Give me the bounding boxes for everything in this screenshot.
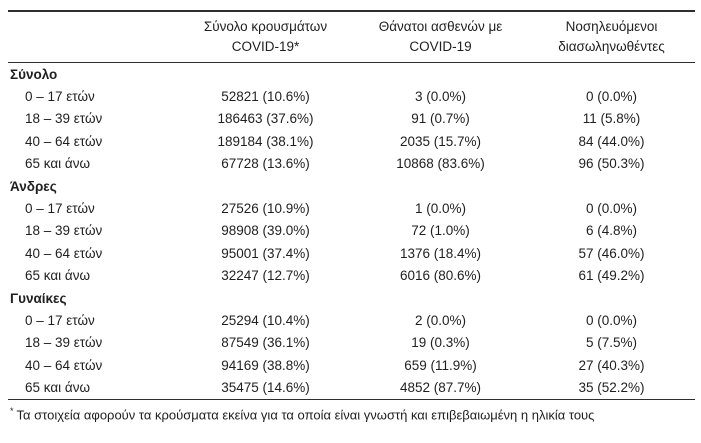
table-row: 65 και άνω 67728 (13.6%) 10868 (83.6%) 9…: [8, 153, 695, 175]
header-total-cases-line2: COVID-19*: [231, 38, 300, 54]
section-row-men: Άνδρες: [8, 175, 695, 197]
cell-cases: 189184 (38.1%): [217, 133, 314, 149]
cell-cases: 67728 (13.6%): [221, 156, 310, 172]
cell-cases: 27526 (10.9%): [221, 201, 310, 217]
header-total-cases: Σύνολο κρουσμάτων COVID-19*: [178, 11, 353, 63]
row-label: 0 – 17 ετών: [25, 89, 95, 105]
table-row: 40 – 64 ετών 95001 (37.4%) 1376 (18.4%) …: [8, 242, 695, 264]
cell-deaths: 3 (0.0%): [414, 89, 467, 105]
cell-deaths: 2035 (15.7%): [399, 133, 482, 149]
table-row: 18 – 39 ετών 87549 (36.1%) 19 (0.3%) 5 (…: [8, 332, 695, 354]
cell-cases: 95001 (37.4%): [221, 245, 310, 261]
footnote: * Τα στοιχεία αφορούν τα κρούσματα εκείνα…: [10, 403, 695, 423]
cell-deaths: 6016 (80.6%): [399, 268, 482, 284]
table-row: 0 – 17 ετών 25294 (10.4%) 2 (0.0%) 0 (0.…: [8, 309, 695, 331]
cell-cases: 94169 (38.8%): [221, 357, 310, 373]
cell-intubated: 0 (0.0%): [585, 312, 638, 328]
cell-intubated: 27 (40.3%): [578, 357, 645, 373]
cell-deaths: 72 (1.0%): [411, 223, 470, 239]
row-label: 40 – 64 ετών: [25, 245, 103, 261]
cell-intubated: 0 (0.0%): [585, 201, 638, 217]
cell-deaths: 4852 (87.7%): [399, 380, 482, 396]
table-header-row: Σύνολο κρουσμάτων COVID-19* Θάνατοι ασθε…: [8, 11, 695, 63]
row-label: 18 – 39 ετών: [25, 223, 103, 239]
row-label: 65 και άνω: [25, 156, 91, 172]
cell-deaths: 10868 (83.6%): [396, 156, 485, 172]
table-row: 18 – 39 ετών 98908 (39.0%) 72 (1.0%) 6 (…: [8, 220, 695, 242]
cell-intubated: 35 (52.2%): [578, 380, 645, 396]
row-label: 65 και άνω: [25, 268, 91, 284]
cell-deaths: 1376 (18.4%): [399, 245, 482, 261]
cell-intubated: 11 (5.8%): [582, 111, 641, 127]
section-row-women: Γυναίκες: [8, 287, 695, 309]
cell-intubated: 5 (7.5%): [585, 335, 638, 351]
header-total-cases-line1: Σύνολο κρουσμάτων: [203, 19, 328, 34]
cell-deaths: 1 (0.0%): [414, 201, 467, 217]
header-intubated: Νοσηλευόμενοι διασωληνωθέντες: [528, 11, 695, 63]
section-title-women: Γυναίκες: [10, 290, 67, 306]
cell-cases: 35475 (14.6%): [221, 380, 310, 396]
cell-deaths: 659 (11.9%): [404, 357, 477, 373]
table-row: 40 – 64 ετών 189184 (38.1%) 2035 (15.7%)…: [8, 130, 695, 152]
row-label: 40 – 64 ετών: [25, 357, 103, 373]
row-label: 40 – 64 ετών: [25, 133, 103, 149]
row-label: 18 – 39 ετών: [25, 111, 103, 127]
cell-intubated: 57 (46.0%): [578, 245, 645, 261]
cell-cases: 52821 (10.6%): [221, 89, 310, 105]
table-row: 65 και άνω 35475 (14.6%) 4852 (87.7%) 35…: [8, 376, 695, 399]
row-label: 65 και άνω: [25, 380, 91, 396]
cell-intubated: 84 (44.0%): [578, 133, 645, 149]
table-row: 0 – 17 ετών 27526 (10.9%) 1 (0.0%) 0 (0.…: [8, 197, 695, 219]
row-label: 0 – 17 ετών: [25, 201, 95, 217]
cell-cases: 186463 (37.6%): [217, 111, 314, 127]
header-empty-cell: [8, 11, 178, 63]
table-row: 40 – 64 ετών 94169 (38.8%) 659 (11.9%) 2…: [8, 354, 695, 376]
covid-age-statistics-table: Σύνολο κρουσμάτων COVID-19* Θάνατοι ασθε…: [8, 10, 695, 400]
footnote-text: Τα στοιχεία αφορούν τα κρούσματα εκείνα …: [16, 407, 595, 423]
header-deaths-line1: Θάνατοι ασθενών με: [378, 19, 503, 34]
cell-cases: 25294 (10.4%): [221, 312, 310, 328]
footnote-asterisk: *: [10, 405, 14, 416]
cell-intubated: 61 (49.2%): [578, 268, 645, 284]
header-intubated-line2: διασωληνωθέντες: [558, 38, 665, 54]
cell-deaths: 91 (0.7%): [411, 111, 470, 127]
row-label: 18 – 39 ετών: [25, 335, 103, 351]
cell-intubated: 0 (0.0%): [585, 89, 638, 105]
row-label: 0 – 17 ετών: [25, 312, 95, 328]
section-title-men: Άνδρες: [10, 178, 57, 194]
header-deaths-line2: COVID-19: [409, 38, 472, 54]
cell-intubated: 96 (50.3%): [578, 156, 645, 172]
table-row: 18 – 39 ετών 186463 (37.6%) 91 (0.7%) 11…: [8, 108, 695, 130]
section-row-total: Σύνολο: [8, 63, 695, 86]
cell-cases: 87549 (36.1%): [221, 335, 310, 351]
table-row: 65 και άνω 32247 (12.7%) 6016 (80.6%) 61…: [8, 265, 695, 287]
table-row: 0 – 17 ετών 52821 (10.6%) 3 (0.0%) 0 (0.…: [8, 85, 695, 107]
cell-intubated: 6 (4.8%): [585, 223, 638, 239]
cell-cases: 32247 (12.7%): [221, 268, 310, 284]
section-title-total: Σύνολο: [10, 66, 58, 82]
header-deaths: Θάνατοι ασθενών με COVID-19: [353, 11, 528, 63]
report-page: Σύνολο κρουσμάτων COVID-19* Θάνατοι ασθε…: [8, 10, 695, 423]
cell-deaths: 2 (0.0%): [414, 312, 467, 328]
cell-cases: 98908 (39.0%): [221, 223, 310, 239]
header-intubated-line1: Νοσηλευόμενοι: [565, 19, 658, 34]
cell-deaths: 19 (0.3%): [411, 335, 470, 351]
